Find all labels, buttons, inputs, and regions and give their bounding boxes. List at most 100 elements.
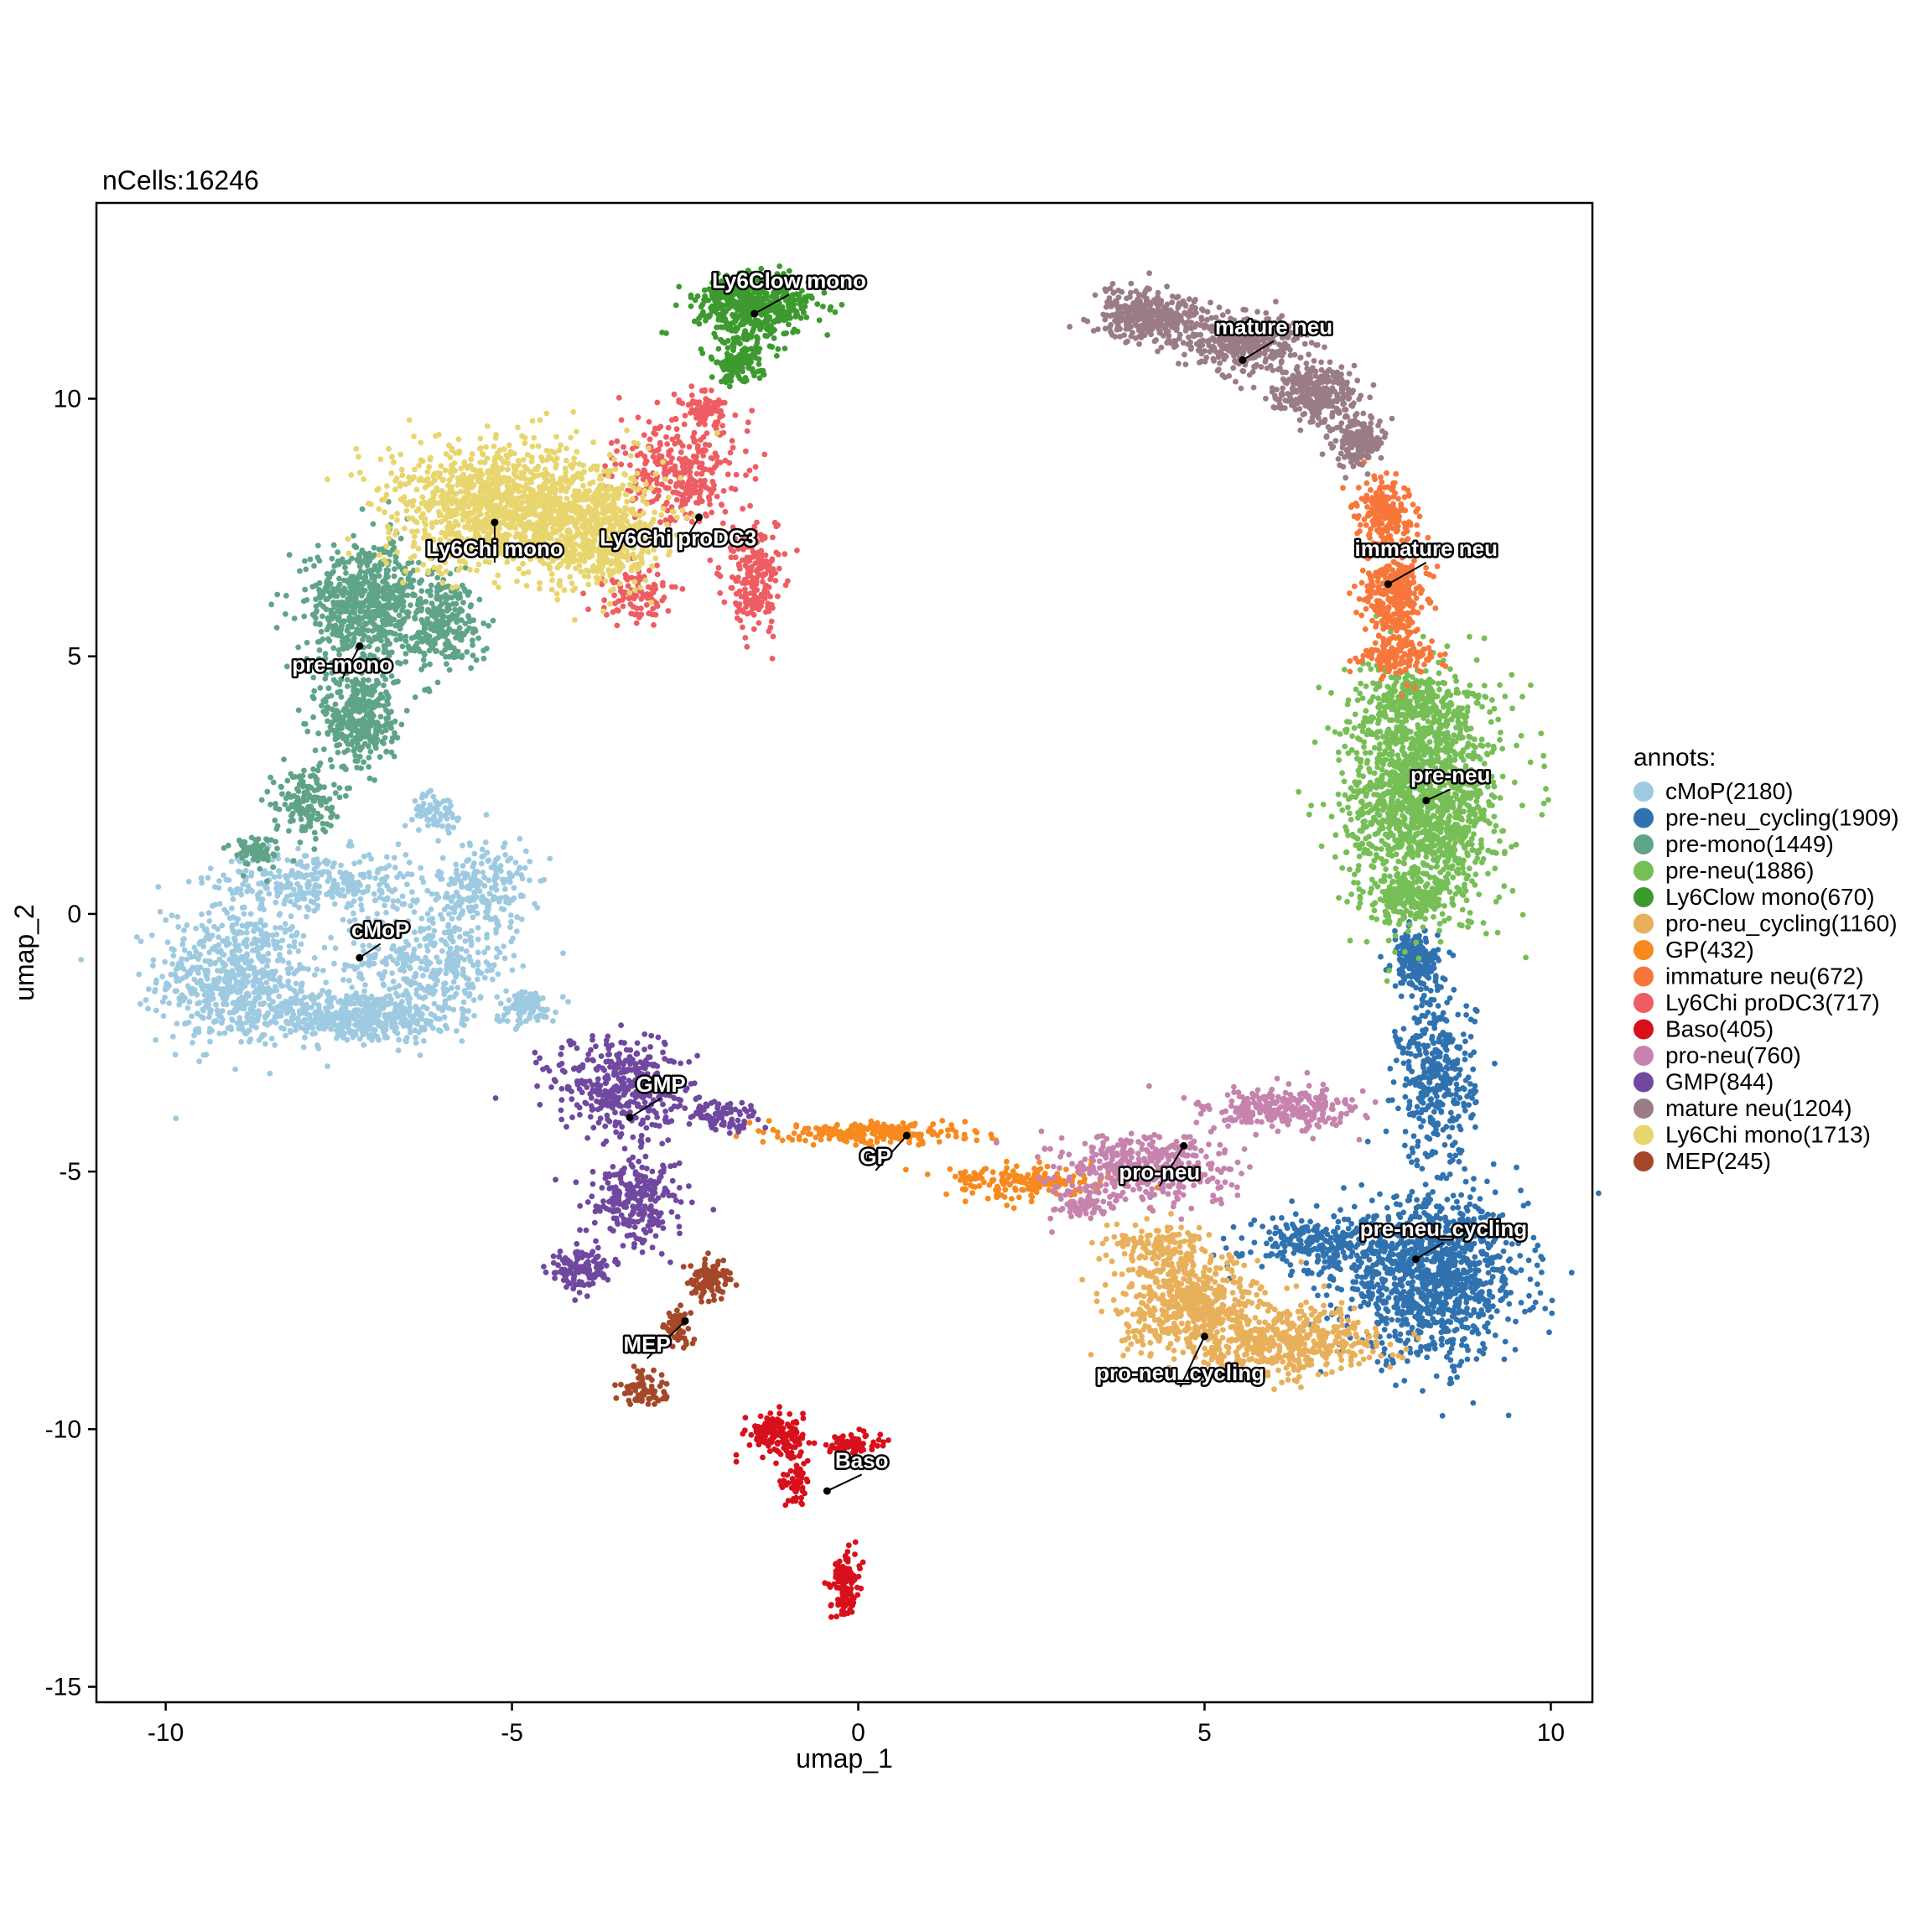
data-point [421,1025,428,1031]
data-point [246,1038,252,1045]
data-point [356,558,361,564]
data-point [1396,970,1403,977]
data-point [408,1029,414,1036]
data-point [377,887,382,894]
data-point [1508,1266,1514,1272]
data-point [377,754,383,761]
data-point [463,870,469,877]
data-point [1284,1225,1291,1231]
data-point [1413,1053,1419,1059]
data-point [197,952,204,958]
data-point [343,995,350,1002]
data-point [247,1010,254,1015]
data-point [262,986,267,992]
data-point [190,1040,196,1046]
data-point [514,1023,521,1030]
data-point [1433,1319,1440,1326]
data-point [317,1023,323,1030]
data-point [256,880,262,887]
data-point [527,877,532,884]
data-point [336,741,343,748]
data-point [236,948,243,953]
data-point [317,638,324,645]
data-point [382,902,387,909]
data-point [1420,992,1427,999]
data-point [428,1011,434,1017]
data-point [193,925,200,932]
data-point [498,906,505,911]
data-point [1454,1198,1460,1205]
data-point [226,941,232,947]
data-point [416,827,422,834]
data-point [1259,1264,1265,1270]
data-point [251,1000,257,1006]
data-point [1473,1098,1479,1105]
data-point [1366,1284,1373,1291]
data-point [219,922,226,929]
data-point [138,1000,143,1007]
data-point [360,600,366,606]
data-point [425,823,431,828]
data-point [408,902,414,909]
data-point [356,859,363,865]
data-point [196,1058,203,1065]
data-point [1462,1057,1468,1062]
data-point [470,914,476,921]
data-point [278,925,283,931]
data-point [367,749,374,755]
data-point [272,984,278,990]
data-point [273,925,278,931]
data-point [503,988,509,995]
data-point [1471,1176,1477,1182]
data-point [1472,1324,1478,1331]
data-point [1406,980,1413,987]
data-point [371,891,377,897]
data-point [1419,1166,1426,1172]
data-point [1461,1100,1467,1107]
data-point [216,1031,223,1036]
data-point [1321,1265,1327,1271]
data-point [1405,937,1410,943]
data-point [1362,1274,1368,1280]
data-point [179,992,185,998]
data-point [1361,1293,1368,1300]
data-point [402,1006,408,1012]
data-point [1539,1270,1545,1275]
data-point [1450,1157,1456,1163]
data-point [206,949,213,956]
data-point [170,953,177,958]
data-point [371,1033,377,1040]
data-point [286,949,293,955]
data-point [228,858,235,865]
data-point [1454,1281,1461,1287]
data-point [304,890,311,896]
data-point [424,962,431,969]
data-point [396,1036,402,1043]
data-point [237,886,244,893]
data-point [325,685,332,692]
data-point [375,568,381,574]
data-point [467,937,473,943]
data-point [210,995,216,1002]
data-point [1488,1280,1494,1285]
data-point [242,953,249,959]
data-point [1395,1252,1401,1258]
data-point [1431,1025,1438,1031]
data-point [400,1023,407,1029]
data-point [311,907,318,914]
data-point [172,1052,179,1058]
data-point [1341,1216,1348,1223]
data-point [449,938,456,945]
data-point [345,683,351,689]
data-point [423,935,430,941]
data-point [1432,1345,1438,1352]
data-point [301,853,308,860]
data-point [1422,1306,1429,1312]
data-point [291,970,298,977]
data-point [263,979,270,985]
data-point [1323,1292,1330,1298]
data-point [471,850,478,857]
data-point [1369,1275,1376,1280]
data-point [434,968,441,974]
data-point [1505,1316,1511,1322]
